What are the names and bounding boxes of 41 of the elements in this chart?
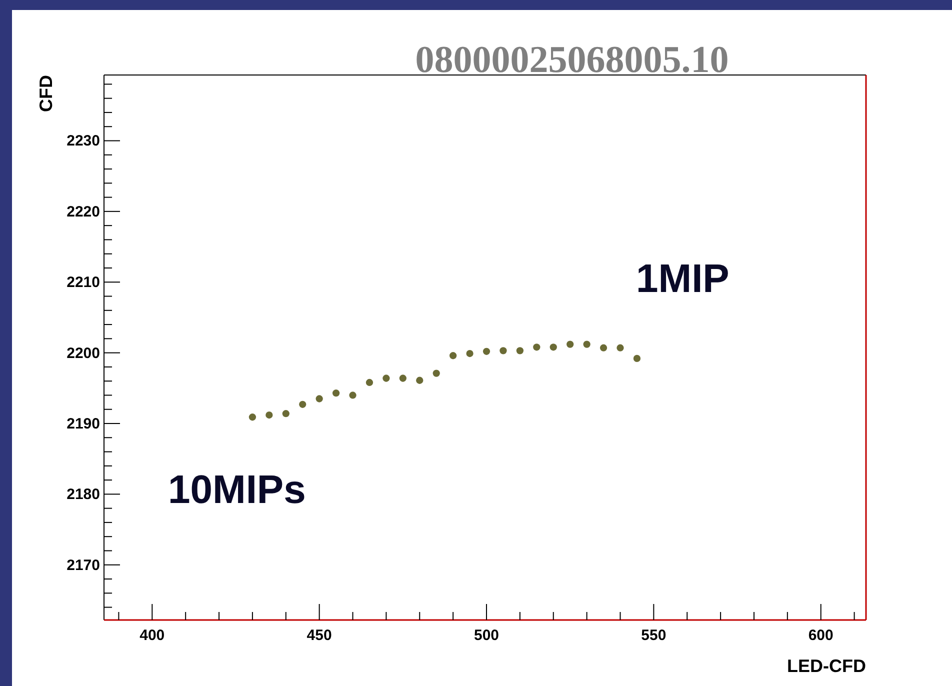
point [533,344,540,351]
point [482,348,490,355]
y-tick-label: 2180 [66,486,100,504]
point [432,370,440,377]
point [416,376,424,384]
point [366,378,374,386]
x-axis-title: LED-CFD [787,656,866,676]
point [299,400,306,408]
x-tick-label: 450 [306,627,332,644]
y-tick-label: 2190 [66,415,100,432]
point [566,340,574,348]
point [450,352,457,360]
annotation: 1MIP [636,257,730,301]
x-tick-label: 500 [474,627,500,644]
x-tick-label: 600 [808,627,834,644]
chart-title: 08000025068005.10 [415,39,729,81]
point [248,414,256,421]
point [282,410,290,418]
x-tick-label: 400 [140,627,165,644]
point [332,390,340,397]
point [399,374,406,382]
point [516,347,524,354]
y-tick-label: 2200 [66,344,100,362]
x-tick-label: 550 [641,627,666,644]
point [550,344,557,351]
point [616,344,624,352]
point [349,392,356,399]
y-tick-label: 2170 [66,556,100,574]
y-axis-title: CFD [36,75,56,112]
point [583,340,590,348]
point [500,347,507,354]
y-tick-label: 2210 [66,274,100,292]
y-tick-label: 2220 [66,203,100,220]
point [316,395,323,402]
point [382,374,390,382]
point [266,411,273,419]
annotation: 10MIPs [168,468,306,512]
y-tick-label: 2230 [66,132,100,150]
point [633,354,641,362]
point [600,344,608,352]
point [466,350,474,358]
